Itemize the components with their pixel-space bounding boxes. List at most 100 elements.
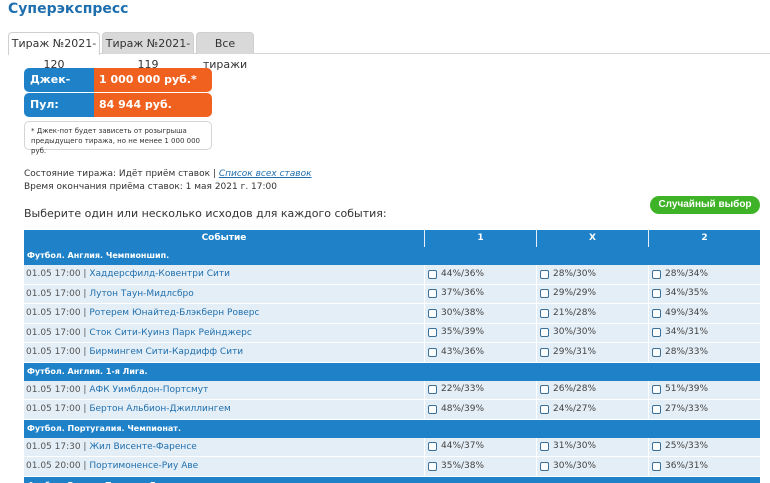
- outcome-1-checkbox[interactable]: [428, 328, 437, 338]
- tab-draw-2021-120[interactable]: Тираж №2021-120: [8, 32, 100, 71]
- table-row: 01.05 17:00 | Бертон Альбион-Джиллингем 4…: [24, 400, 760, 420]
- outcome-1-checkbox[interactable]: [428, 269, 437, 279]
- tab-all-draws[interactable]: Все тиражи: [196, 32, 254, 71]
- table-row: 01.05 20:00 | Портимоненсе-Риу Аве 35%/38…: [24, 457, 760, 477]
- outcome-1-checkbox[interactable]: [428, 347, 437, 357]
- outcome-2-checkbox[interactable]: [652, 385, 661, 395]
- outcome-2-option[interactable]: 25%/33%: [648, 437, 760, 456]
- outcome-x-option[interactable]: 31%/30%: [536, 437, 648, 456]
- outcome-x-percent: 29%/31%: [553, 346, 597, 357]
- outcome-1-option[interactable]: 35%/39%: [424, 323, 536, 342]
- outcome-1-percent: 37%/36%: [441, 288, 485, 299]
- outcome-2-checkbox[interactable]: [652, 347, 661, 357]
- outcome-2-checkbox[interactable]: [652, 442, 661, 452]
- event-match: Жил Висенте-Фаренсе: [89, 441, 197, 452]
- outcome-2-percent: 34%/31%: [665, 327, 709, 338]
- outcome-x-checkbox[interactable]: [540, 308, 549, 318]
- outcome-1-option[interactable]: 30%/38%: [424, 304, 536, 323]
- outcome-x-checkbox[interactable]: [540, 461, 549, 471]
- event-cell: 01.05 17:00 | Хаддерсфилд-Ковентри Сити: [24, 265, 424, 284]
- event-match: АФК Уимблдон-Портсмут: [89, 384, 209, 395]
- table-header: Событие 1 X 2: [24, 230, 760, 247]
- event-time: 01.05 17:00 |: [26, 308, 87, 318]
- draw-tabs: Тираж №2021-120 Тираж №2021-119 Все тира…: [8, 32, 770, 71]
- outcome-1-checkbox[interactable]: [428, 442, 437, 452]
- outcome-x-checkbox[interactable]: [540, 385, 549, 395]
- event-cell: 01.05 20:00 | Портимоненсе-Риу Аве: [24, 457, 424, 476]
- event-cell: 01.05 17:30 | Жил Висенте-Фаренсе: [24, 438, 424, 457]
- outcome-1-option[interactable]: 44%/36%: [424, 265, 536, 284]
- outcome-x-checkbox[interactable]: [540, 442, 549, 452]
- outcome-1-option[interactable]: 43%/36%: [424, 343, 536, 362]
- outcome-1-percent: 48%/39%: [441, 403, 485, 414]
- outcome-1-checkbox[interactable]: [428, 308, 437, 318]
- draw-state-label: Состояние тиража: Идёт приём ставок |: [24, 169, 216, 179]
- outcome-2-option[interactable]: 36%/31%: [648, 457, 760, 476]
- outcome-1-checkbox[interactable]: [428, 404, 437, 414]
- outcome-2-checkbox[interactable]: [652, 308, 661, 318]
- outcome-x-option[interactable]: 29%/29%: [536, 284, 648, 303]
- outcome-1-option[interactable]: 37%/36%: [424, 284, 536, 303]
- outcome-2-checkbox[interactable]: [652, 461, 661, 471]
- outcome-1-percent: 43%/36%: [441, 346, 485, 357]
- header-event: Событие: [201, 233, 247, 243]
- outcome-2-option[interactable]: 34%/35%: [648, 284, 760, 303]
- draw-state: Состояние тиража: Идёт приём ставок | Сп…: [24, 168, 312, 194]
- outcome-x-checkbox[interactable]: [540, 404, 549, 414]
- outcome-x-option[interactable]: 28%/30%: [536, 265, 648, 284]
- outcome-2-option[interactable]: 28%/33%: [648, 343, 760, 362]
- league-header: Футбол. Англия. Чемпионшип.: [24, 247, 760, 265]
- outcome-2-checkbox[interactable]: [652, 289, 661, 299]
- event-time: 01.05 17:00 |: [26, 327, 87, 338]
- outcome-1-checkbox[interactable]: [428, 289, 437, 299]
- outcome-x-option[interactable]: 29%/31%: [536, 343, 648, 362]
- outcome-2-percent: 28%/33%: [665, 346, 709, 357]
- league-header: Футбол. Португалия. Чемпионат.: [24, 419, 760, 438]
- table-row: 01.05 17:30 | Жил Висенте-Фаренсе 44%/37%…: [24, 437, 760, 457]
- event-cell: 01.05 17:00 | АФК Уимблдон-Портсмут: [24, 381, 424, 400]
- outcome-x-percent: 24%/27%: [553, 403, 597, 414]
- tab-draw-2021-119[interactable]: Тираж №2021-119: [102, 32, 194, 71]
- outcome-1-percent: 44%/37%: [441, 441, 485, 452]
- outcome-x-option[interactable]: 26%/28%: [536, 380, 648, 399]
- pool-value: 84 944 руб.: [94, 93, 212, 117]
- outcome-2-option[interactable]: 27%/33%: [648, 400, 760, 419]
- pool-box: Пул: 84 944 руб.: [24, 93, 212, 117]
- outcome-x-checkbox[interactable]: [540, 289, 549, 299]
- jackpot-value: 1 000 000 руб.*: [94, 68, 212, 92]
- outcome-x-option[interactable]: 24%/27%: [536, 400, 648, 419]
- outcome-x-option[interactable]: 21%/28%: [536, 304, 648, 323]
- event-match: Бертон Альбион-Джиллингем: [89, 404, 231, 414]
- outcome-2-option[interactable]: 28%/34%: [648, 265, 760, 284]
- event-time: 01.05 20:00 |: [26, 461, 87, 471]
- jackpot-note: * Джек-пот будет зависеть от розыгрыша п…: [24, 121, 212, 155]
- outcome-2-option[interactable]: 51%/39%: [648, 380, 760, 399]
- outcome-x-checkbox[interactable]: [540, 269, 549, 279]
- header-outcome-2: 2: [648, 230, 760, 247]
- all-bets-link[interactable]: Список всех ставок: [218, 169, 312, 179]
- outcome-x-checkbox[interactable]: [540, 347, 549, 357]
- outcome-x-checkbox[interactable]: [540, 328, 549, 338]
- outcome-2-option[interactable]: 34%/31%: [648, 323, 760, 342]
- outcome-1-checkbox[interactable]: [428, 461, 437, 471]
- outcome-2-option[interactable]: 49%/34%: [648, 304, 760, 323]
- outcome-2-percent: 27%/33%: [665, 403, 709, 414]
- outcome-2-checkbox[interactable]: [652, 404, 661, 414]
- event-time: 01.05 17:00 |: [26, 384, 87, 395]
- outcome-1-checkbox[interactable]: [428, 385, 437, 395]
- outcome-2-percent: 49%/34%: [665, 307, 709, 318]
- outcome-1-percent: 30%/38%: [441, 307, 485, 318]
- random-choice-button[interactable]: Случайный выбор: [650, 196, 760, 214]
- outcome-2-checkbox[interactable]: [652, 269, 661, 279]
- outcome-x-option[interactable]: 30%/30%: [536, 457, 648, 476]
- event-time: 01.05 17:00 |: [26, 269, 87, 279]
- outcome-1-option[interactable]: 44%/37%: [424, 437, 536, 456]
- outcome-1-option[interactable]: 22%/33%: [424, 380, 536, 399]
- outcome-1-percent: 44%/36%: [441, 268, 485, 279]
- page-title: Суперэкспресс: [8, 1, 129, 17]
- outcome-1-option[interactable]: 35%/38%: [424, 457, 536, 476]
- league-header: Футбол. Англия. 1-я Лига.: [24, 362, 760, 381]
- outcome-2-checkbox[interactable]: [652, 328, 661, 338]
- outcome-1-option[interactable]: 48%/39%: [424, 400, 536, 419]
- outcome-x-option[interactable]: 30%/30%: [536, 323, 648, 342]
